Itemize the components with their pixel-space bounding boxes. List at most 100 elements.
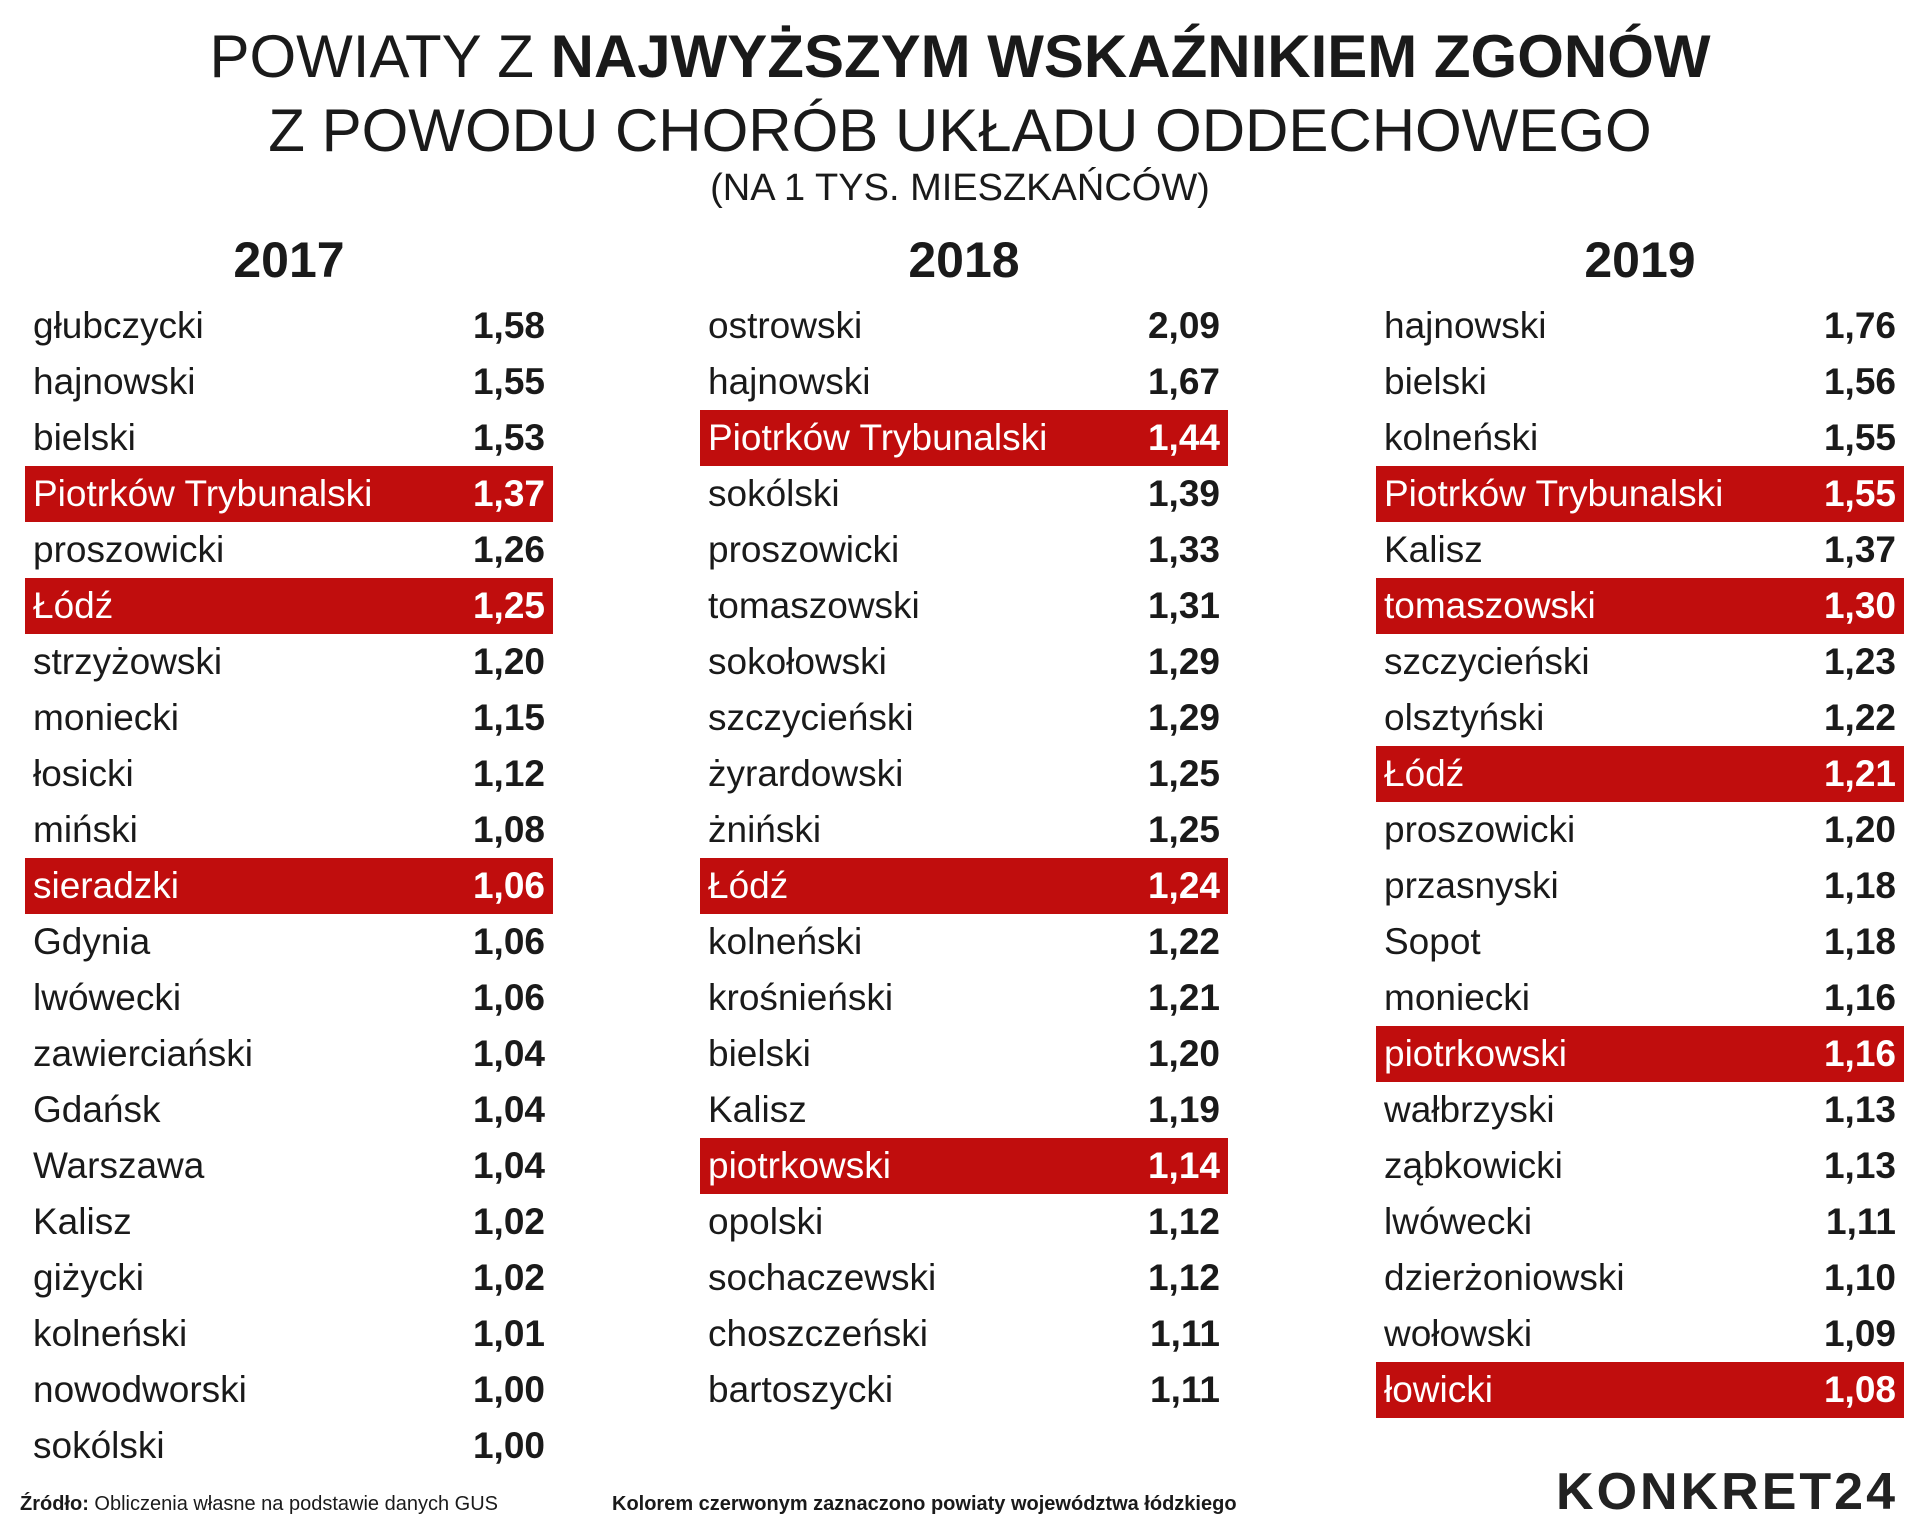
ranking-list: ostrowski 2,09 hajnowski 1,67 Piotrków Trybu… bbox=[700, 298, 1228, 1418]
death-rate-value: 1,01 bbox=[472, 1313, 545, 1354]
death-rate-value: 1,25 bbox=[1147, 809, 1220, 850]
powiat-name: bielski bbox=[1384, 361, 1487, 402]
table-row-highlighted: Piotrków Trybunalski 1,55 bbox=[1376, 466, 1904, 522]
table-row-highlighted: Piotrków Trybunalski 1,37 bbox=[25, 466, 553, 522]
death-rate-value: 1,25 bbox=[1147, 753, 1220, 794]
powiat-name: kolneński bbox=[708, 921, 863, 962]
death-rate-value: 1,29 bbox=[1147, 697, 1220, 738]
death-rate-value: 1,13 bbox=[1823, 1145, 1896, 1186]
table-row-highlighted: piotrkowski 1,14 bbox=[700, 1138, 1228, 1194]
powiat-name: przasnyski bbox=[1384, 865, 1559, 906]
powiat-name: moniecki bbox=[33, 697, 179, 738]
powiat-name: dzierżoniowski bbox=[1384, 1257, 1625, 1298]
death-rate-value: 1,00 bbox=[472, 1369, 545, 1410]
death-rate-value: 1,04 bbox=[472, 1089, 545, 1130]
table-row: zawierciański 1,04 bbox=[25, 1026, 553, 1082]
table-row: Gdynia 1,06 bbox=[25, 914, 553, 970]
footer-source: Źródło: Obliczenia własne na podstawie d… bbox=[20, 1492, 498, 1516]
table-row: wołowski 1,09 bbox=[1376, 1306, 1904, 1362]
table-row: przasnyski 1,18 bbox=[1376, 858, 1904, 914]
death-rate-value: 1,20 bbox=[1147, 1033, 1220, 1074]
death-rate-value: 1,58 bbox=[472, 305, 545, 346]
death-rate-value: 1,12 bbox=[472, 753, 545, 794]
death-rate-value: 1,53 bbox=[472, 417, 545, 458]
death-rate-value: 1,06 bbox=[472, 865, 545, 906]
table-row: sochaczewski 1,12 bbox=[700, 1250, 1228, 1306]
death-rate-value: 1,20 bbox=[472, 641, 545, 682]
death-rate-value: 1,11 bbox=[1150, 1313, 1220, 1354]
footer-note: Kolorem czerwonym zaznaczono powiaty woj… bbox=[612, 1493, 1237, 1515]
powiat-name: strzyżowski bbox=[33, 641, 223, 682]
table-row: tomaszowski 1,31 bbox=[700, 578, 1228, 634]
table-row: Gdańsk 1,04 bbox=[25, 1082, 553, 1138]
powiat-name: lwówecki bbox=[33, 977, 182, 1018]
table-row: hajnowski 1,76 bbox=[1376, 298, 1904, 354]
death-rate-value: 1,22 bbox=[1823, 697, 1896, 738]
powiat-name: sochaczewski bbox=[708, 1257, 937, 1298]
year-column-2019: 2019 hajnowski 1,76 bielski 1,56 kolneński 1,… bbox=[1376, 230, 1904, 1418]
death-rate-value: 1,04 bbox=[472, 1145, 545, 1186]
powiat-name: Sopot bbox=[1384, 921, 1481, 962]
death-rate-value: 1,12 bbox=[1147, 1257, 1220, 1298]
table-row: kolneński 1,22 bbox=[700, 914, 1228, 970]
year-heading: 2018 bbox=[908, 232, 1020, 288]
year-heading: 2019 bbox=[1584, 232, 1696, 288]
death-rate-value: 1,55 bbox=[1823, 417, 1896, 458]
table-row: kolneński 1,01 bbox=[25, 1306, 553, 1362]
powiat-name: proszowicki bbox=[33, 529, 225, 570]
death-rate-value: 1,76 bbox=[1823, 305, 1896, 346]
powiat-name: szczycieński bbox=[708, 697, 914, 738]
death-rate-value: 1,15 bbox=[472, 697, 545, 738]
table-row: hajnowski 1,55 bbox=[25, 354, 553, 410]
table-row-highlighted: Łódź 1,21 bbox=[1376, 746, 1904, 802]
death-rate-value: 1,13 bbox=[1823, 1089, 1896, 1130]
powiat-name: szczycieński bbox=[1384, 641, 1590, 682]
year-column-2018: 2018 ostrowski 2,09 hajnowski 1,67 Piotrków … bbox=[700, 230, 1228, 1418]
powiat-name: bielski bbox=[708, 1033, 811, 1074]
table-row: żyrardowski 1,25 bbox=[700, 746, 1228, 802]
table-row: Kalisz 1,19 bbox=[700, 1082, 1228, 1138]
death-rate-value: 1,00 bbox=[472, 1425, 545, 1466]
death-rate-value: 1,44 bbox=[1147, 417, 1220, 458]
table-row: żniński 1,25 bbox=[700, 802, 1228, 858]
death-rate-value: 1,56 bbox=[1823, 361, 1896, 402]
death-rate-value: 1,26 bbox=[472, 529, 545, 570]
powiat-name: Piotrków Trybunalski bbox=[1384, 473, 1724, 514]
konkret24-logo: KONKRET24 bbox=[1556, 1463, 1898, 1521]
table-row: bielski 1,20 bbox=[700, 1026, 1228, 1082]
death-rate-value: 1,18 bbox=[1823, 865, 1896, 906]
table-row: opolski 1,12 bbox=[700, 1194, 1228, 1250]
death-rate-value: 1,08 bbox=[1823, 1369, 1896, 1410]
death-rate-value: 1,21 bbox=[1823, 753, 1896, 794]
powiat-name: ostrowski bbox=[708, 305, 863, 346]
death-rate-value: 1,18 bbox=[1823, 921, 1896, 962]
death-rate-value: 1,37 bbox=[1823, 529, 1896, 570]
powiat-name: proszowicki bbox=[708, 529, 900, 570]
source-label: Źródło: bbox=[20, 1493, 89, 1515]
death-rate-value: 1,06 bbox=[472, 921, 545, 962]
powiat-name: olsztyński bbox=[1384, 697, 1545, 738]
powiat-name: sokołowski bbox=[708, 641, 887, 682]
death-rate-value: 1,19 bbox=[1147, 1089, 1220, 1130]
powiat-name: żyrardowski bbox=[708, 753, 904, 794]
powiat-name: łosicki bbox=[33, 753, 134, 794]
table-row: łosicki 1,12 bbox=[25, 746, 553, 802]
powiat-name: moniecki bbox=[1384, 977, 1530, 1018]
powiat-name: miński bbox=[33, 809, 138, 850]
table-row: giżycki 1,02 bbox=[25, 1250, 553, 1306]
powiat-name: Łódź bbox=[1384, 753, 1465, 794]
death-rate-value: 1,08 bbox=[472, 809, 545, 850]
table-row-highlighted: Łódź 1,25 bbox=[25, 578, 553, 634]
death-rate-value: 1,09 bbox=[1823, 1313, 1896, 1354]
death-rate-value: 1,11 bbox=[1826, 1201, 1896, 1242]
table-row-highlighted: łowicki 1,08 bbox=[1376, 1362, 1904, 1418]
death-rate-value: 1,21 bbox=[1147, 977, 1220, 1018]
powiat-name: żniński bbox=[708, 809, 822, 850]
table-row: strzyżowski 1,20 bbox=[25, 634, 553, 690]
table-row: krośnieński 1,21 bbox=[700, 970, 1228, 1026]
powiat-name: krośnieński bbox=[708, 977, 894, 1018]
powiat-name: wałbrzyski bbox=[1384, 1089, 1555, 1130]
table-row-highlighted: tomaszowski 1,30 bbox=[1376, 578, 1904, 634]
death-rate-value: 1,20 bbox=[1823, 809, 1896, 850]
table-row: lwówecki 1,06 bbox=[25, 970, 553, 1026]
